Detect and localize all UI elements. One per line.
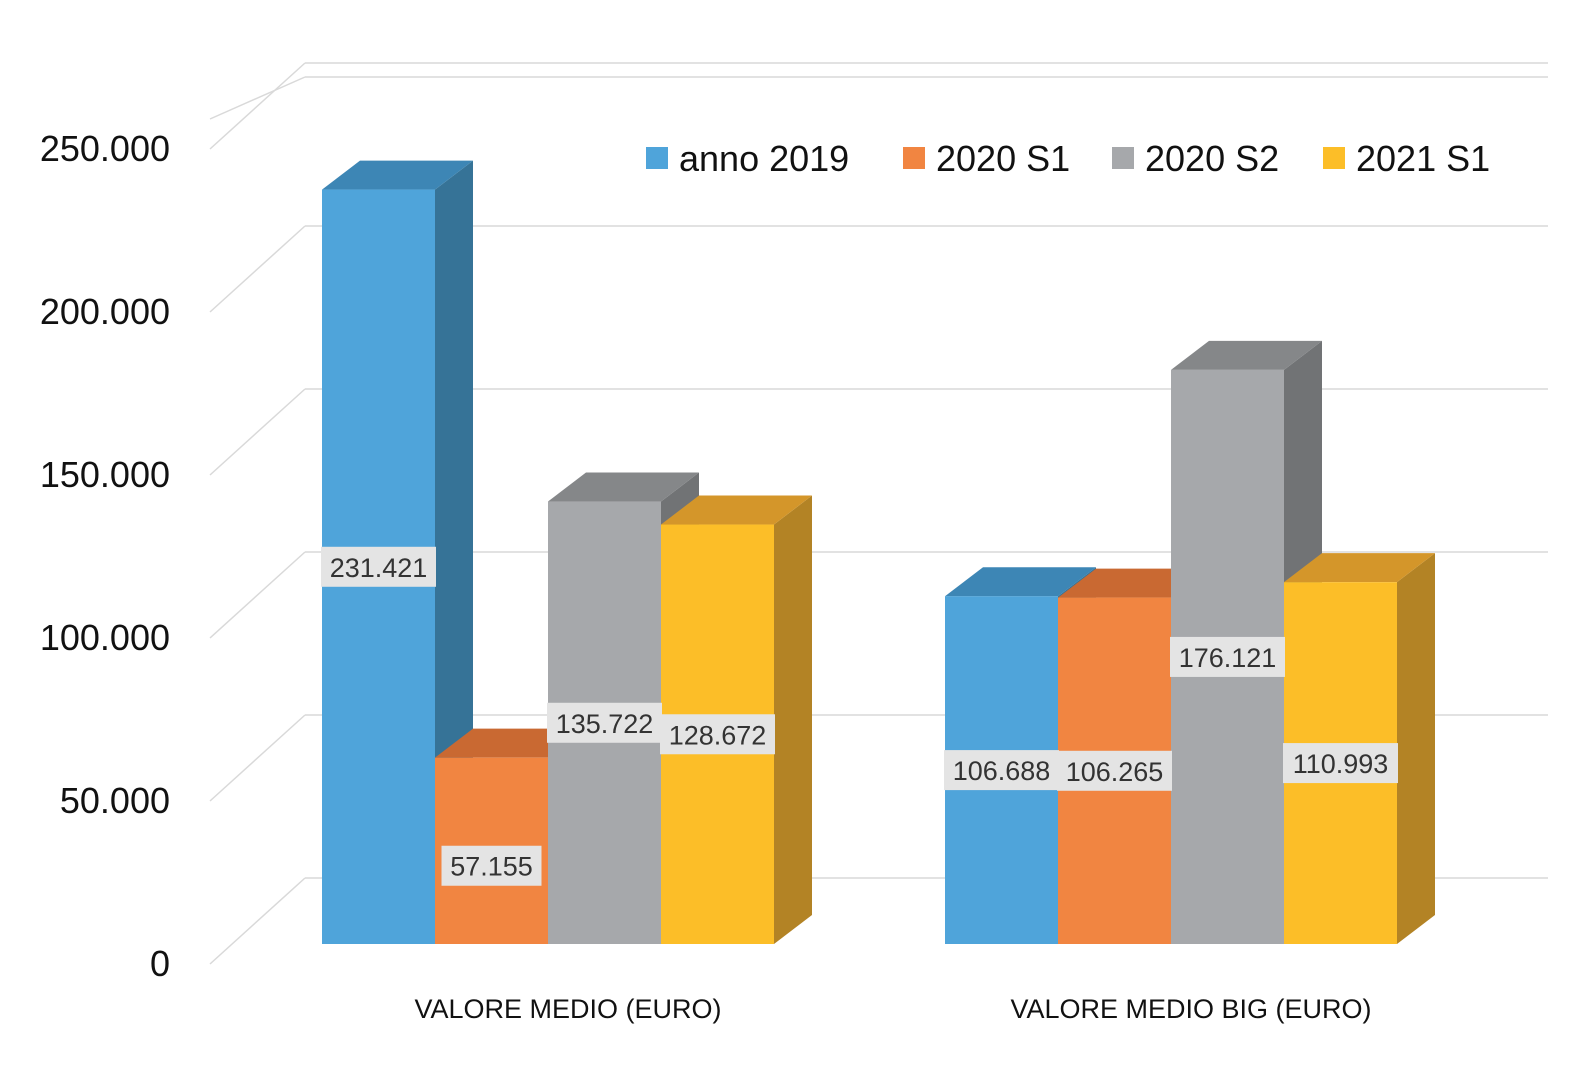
legend-label: 2020 S2 (1145, 138, 1279, 179)
y-tick-label: 0 (150, 943, 170, 984)
bar-top-face (548, 472, 699, 502)
legend-item: 2021 S1 (1323, 138, 1490, 179)
bar-side-face (774, 495, 812, 944)
x-axis: VALORE MEDIO (EURO) VALORE MEDIO BIG (EUR… (414, 994, 1371, 1024)
gridline-diagonal (209, 225, 306, 313)
gridline-diagonal (209, 551, 306, 639)
data-label-text: 231.421 (330, 553, 428, 583)
legend-swatch (903, 147, 925, 169)
data-label-text: 106.688 (953, 756, 1051, 786)
legend-label: 2020 S1 (936, 138, 1070, 179)
bar-side-face (1397, 553, 1435, 944)
bar-top-face (661, 495, 812, 525)
gridline-diagonal (209, 388, 306, 476)
y-tick-label: 100.000 (40, 617, 170, 658)
data-label-text: 57.155 (450, 852, 533, 882)
data-label-text: 110.993 (1293, 749, 1389, 779)
legend-label: 2021 S1 (1356, 138, 1490, 179)
data-label-box (321, 546, 436, 587)
data-labels: 231.421 57.155 135.722 128.672 106.688 106.26… (321, 546, 1398, 886)
legend-swatch (1112, 147, 1134, 169)
data-label: 106.688 (944, 750, 1059, 791)
y-tick-label: 50.000 (60, 780, 170, 821)
data-label-text: 135.722 (556, 709, 654, 739)
legend-item: 2020 S2 (1112, 138, 1279, 179)
y-tick-label: 200.000 (40, 291, 170, 332)
data-label: 106.265 (1057, 750, 1172, 791)
data-label-box (1057, 750, 1172, 791)
data-label-box (547, 702, 662, 743)
gridline-diagonal (209, 76, 306, 120)
data-label: 135.722 (547, 702, 662, 743)
legend-label: anno 2019 (679, 138, 849, 179)
gridline-diagonal (209, 714, 306, 802)
gridline-diagonal (209, 877, 306, 965)
y-axis: 0 50.000 100.000 150.000 200.000 250.000 (40, 128, 170, 984)
data-label: 176.121 (1170, 636, 1285, 677)
x-category-label: VALORE MEDIO (EURO) (414, 994, 721, 1024)
data-label-box (660, 714, 775, 755)
legend-swatch (1323, 147, 1345, 169)
gridline-diagonal (209, 62, 306, 150)
bar-top-face (1284, 553, 1435, 583)
legend-item: 2020 S1 (903, 138, 1070, 179)
y-tick-label: 150.000 (40, 454, 170, 495)
y-tick-label: 250.000 (40, 128, 170, 169)
bar-top-face (322, 160, 473, 190)
data-label: 128.672 (660, 714, 775, 755)
x-category-label: VALORE MEDIO BIG (EURO) (1010, 994, 1371, 1024)
data-label-box (1170, 636, 1285, 677)
data-label-text: 176.121 (1179, 643, 1277, 673)
legend-swatch (646, 147, 668, 169)
data-label: 57.155 (441, 845, 542, 886)
bar-top-face (1171, 340, 1322, 370)
legend-item: anno 2019 (646, 138, 849, 179)
data-label: 231.421 (321, 546, 436, 587)
data-label-box (441, 845, 542, 886)
data-label-box (1283, 743, 1398, 784)
data-label-text: 106.265 (1066, 757, 1164, 787)
data-label-text: 128.672 (669, 720, 767, 750)
bar-top-face (945, 567, 1096, 597)
data-label: 110.993 (1283, 743, 1398, 784)
data-label-box (944, 750, 1059, 791)
legend: anno 2019 2020 S1 2020 S2 2021 S1 (646, 138, 1490, 179)
